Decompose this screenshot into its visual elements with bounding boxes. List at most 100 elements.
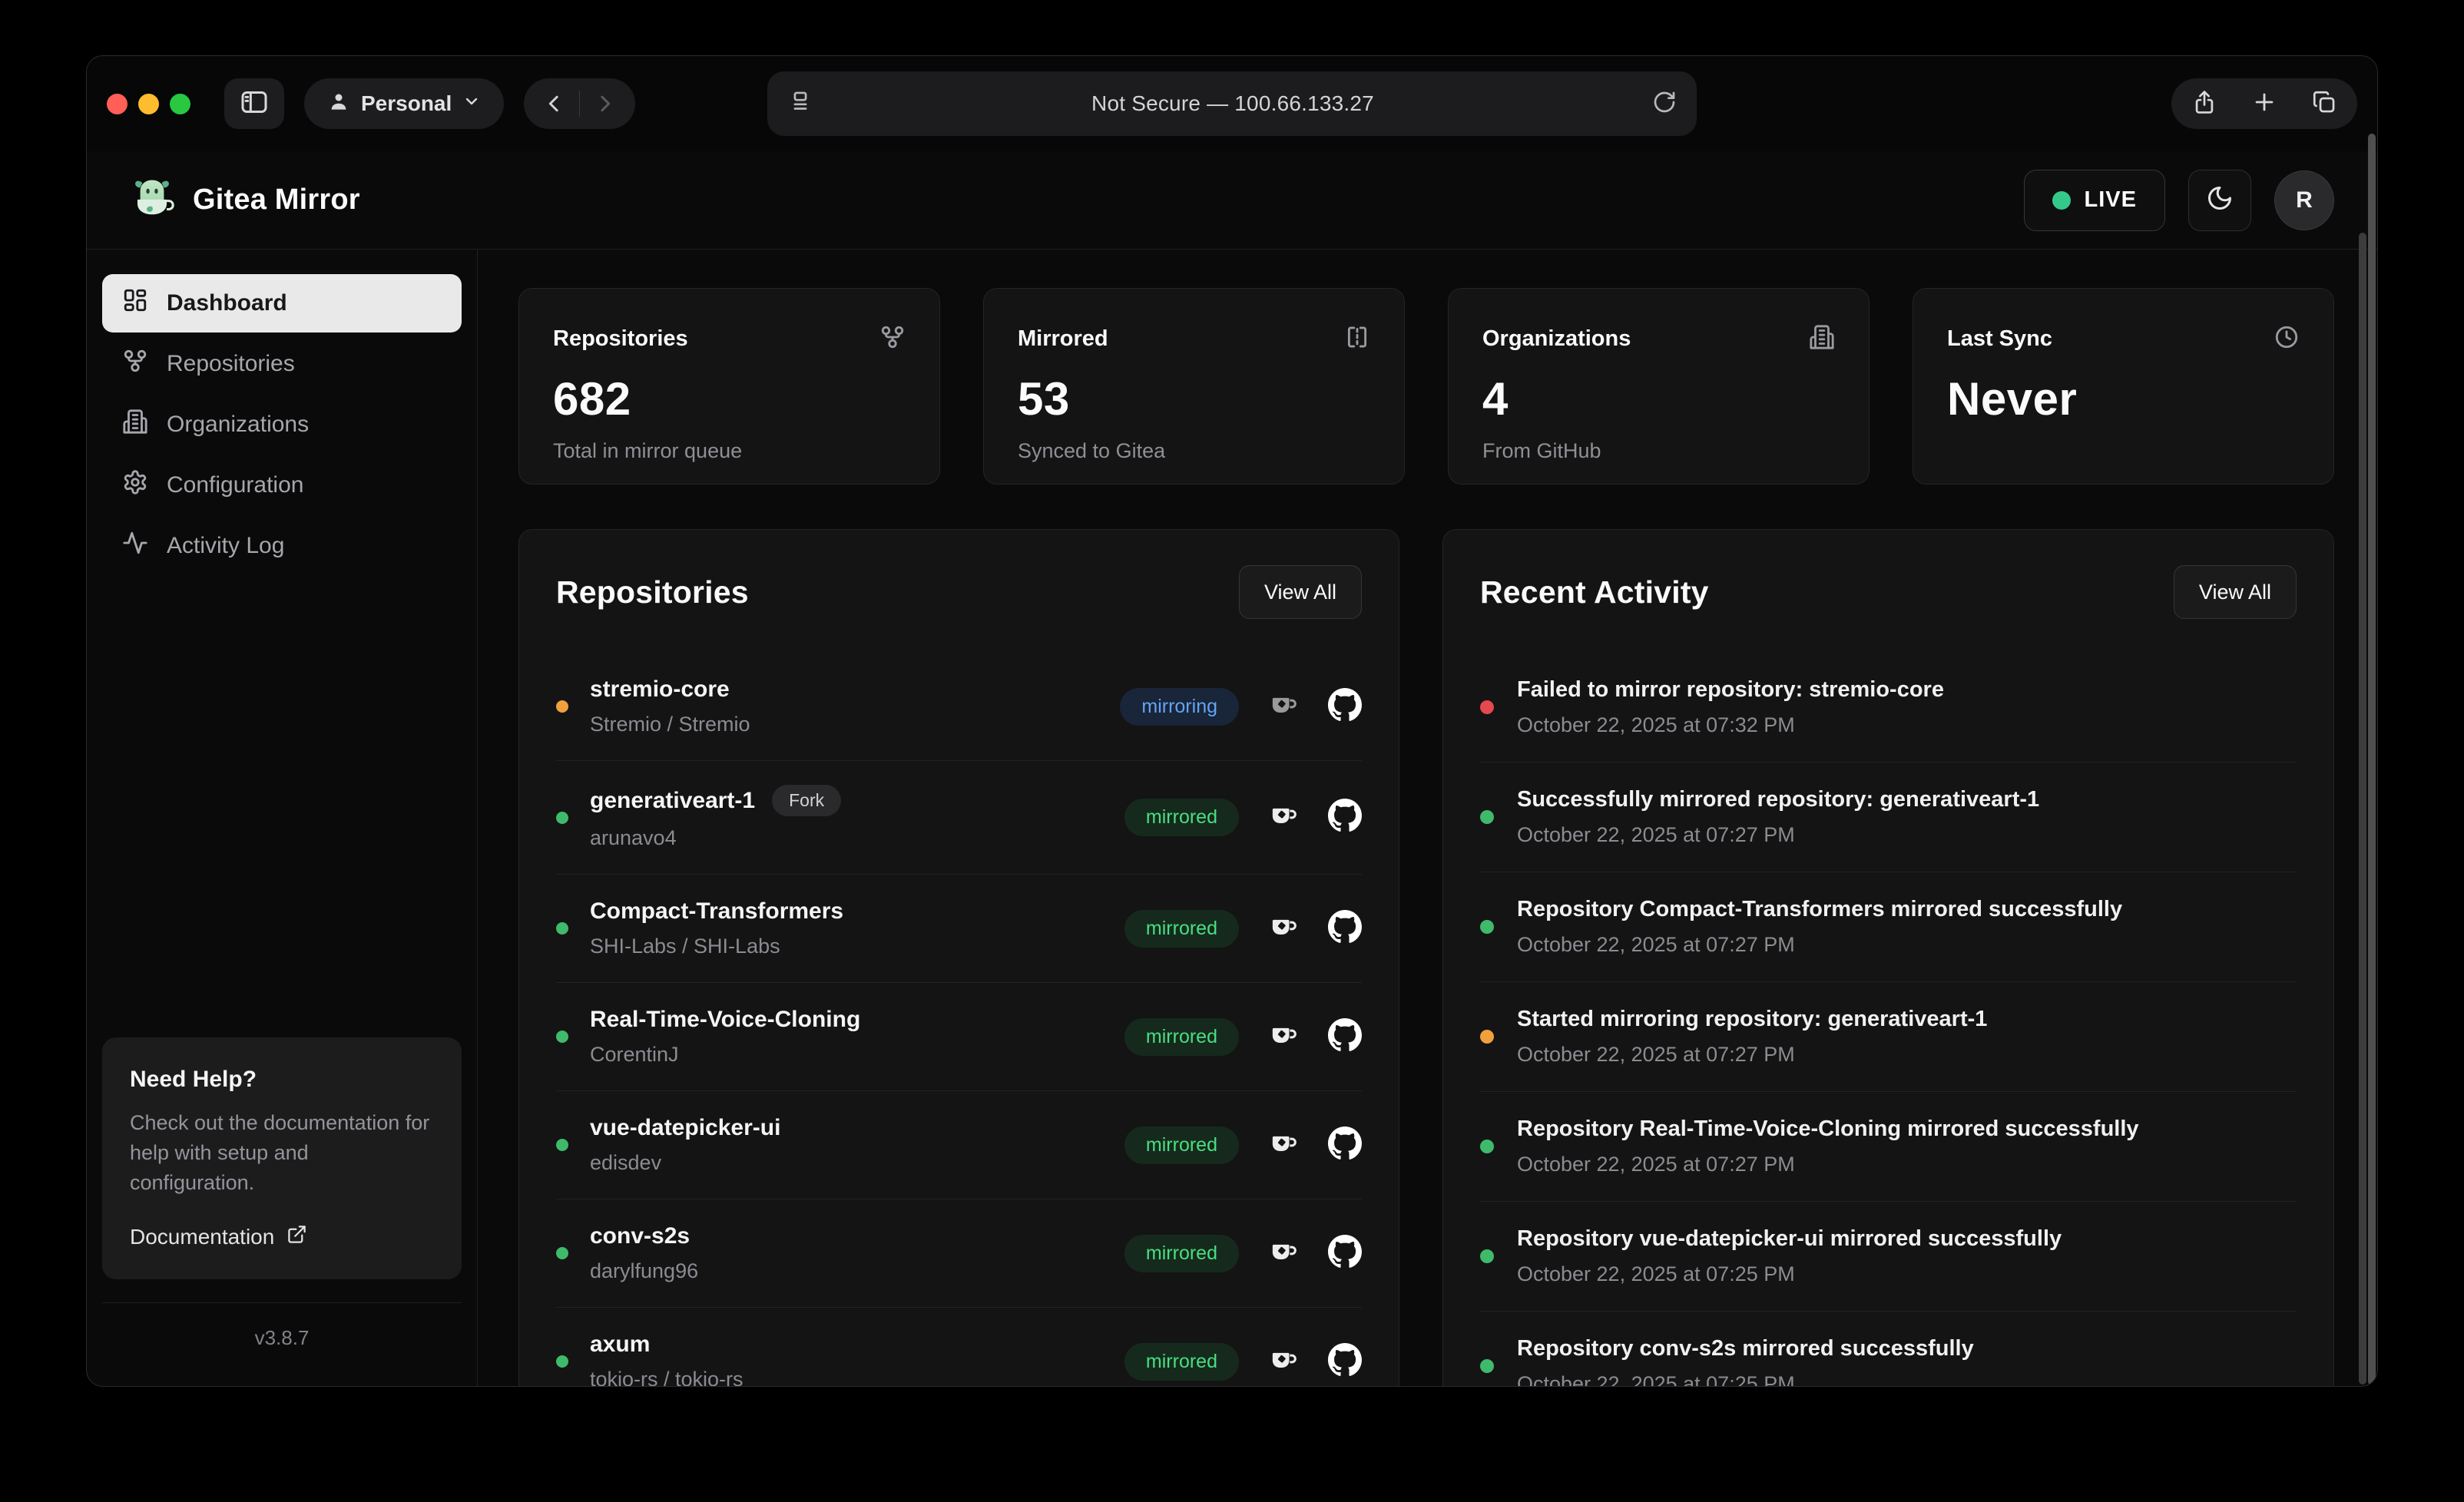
activity-item[interactable]: Repository Compact-Transformers mirrored…	[1480, 872, 2297, 982]
gitea-icon[interactable]	[1267, 1236, 1300, 1271]
reload-icon[interactable]	[1652, 90, 1677, 118]
close-button[interactable]	[107, 93, 128, 114]
tab-overview-icon[interactable]	[2311, 89, 2337, 119]
activity-item[interactable]: Repository conv-s2s mirrored successfull…	[1480, 1312, 2297, 1387]
browser-window: Personal	[86, 55, 2378, 1387]
gitea-icon[interactable]	[1267, 911, 1300, 946]
activity-item[interactable]: Failed to mirror repository: stremio-cor…	[1480, 653, 2297, 763]
profile-switcher[interactable]: Personal	[304, 78, 505, 129]
forward-button[interactable]	[580, 78, 629, 129]
status-dot-error	[1480, 700, 1494, 714]
documentation-link-label: Documentation	[130, 1225, 275, 1249]
sidebar-item-repositories[interactable]: Repositories	[102, 335, 462, 393]
minimize-button[interactable]	[138, 93, 159, 114]
activity-item[interactable]: Repository Real-Time-Voice-Cloning mirro…	[1480, 1092, 2297, 1202]
status-badge: mirrored	[1124, 1126, 1239, 1164]
avatar-initial: R	[2296, 187, 2313, 213]
stat-label: Last Sync	[1947, 326, 2052, 351]
activity-item[interactable]: Successfully mirrored repository: genera…	[1480, 763, 2297, 872]
clock-icon	[2274, 324, 2300, 354]
live-label: LIVE	[2084, 187, 2137, 212]
stat-subtitle: Total in mirror queue	[553, 439, 743, 462]
status-dot-success	[1480, 1249, 1494, 1263]
repo-row[interactable]: Real-Time-Voice-Cloning CorentinJ mirror…	[556, 983, 1362, 1091]
view-all-repositories-button[interactable]: View All	[1238, 565, 1362, 619]
repo-owner: CorentinJ	[590, 1043, 679, 1066]
repo-row[interactable]: stremio-core Stremio / Stremio mirroring	[556, 653, 1362, 761]
sidebar-toggle-button[interactable]	[224, 78, 284, 129]
repo-row[interactable]: generativeart-1 Fork arunavo4 mirrored	[556, 761, 1362, 875]
stat-subtitle: Synced to Gitea	[1018, 439, 1166, 462]
page-scrollbar[interactable]	[2368, 134, 2376, 1385]
moon-icon	[2206, 184, 2234, 216]
activity-time: October 22, 2025 at 07:25 PM	[1517, 1372, 1795, 1387]
sidebar-item-configuration[interactable]: Configuration	[102, 456, 462, 514]
app-title: Gitea Mirror	[193, 184, 360, 216]
gitea-icon[interactable]	[1267, 690, 1300, 724]
user-avatar[interactable]: R	[2274, 170, 2334, 230]
view-all-activity-button[interactable]: View All	[2173, 565, 2297, 619]
repo-owner: edisdev	[590, 1151, 662, 1174]
gitea-icon[interactable]	[1267, 800, 1300, 835]
gitea-icon[interactable]	[1267, 1345, 1300, 1379]
new-tab-icon[interactable]	[2251, 89, 2277, 119]
sidebar-item-label: Organizations	[167, 412, 310, 437]
live-status-button[interactable]: LIVE	[2023, 169, 2165, 231]
activity-time: October 22, 2025 at 07:32 PM	[1517, 713, 1795, 736]
activity-text: Repository vue-datepicker-ui mirrored su…	[1517, 1226, 2062, 1251]
status-badge: mirrored	[1124, 799, 1239, 836]
status-dot-success	[1480, 920, 1494, 934]
status-dot-mirrored	[556, 811, 568, 824]
sidebar: Dashboard Repositories O	[87, 250, 478, 1386]
repo-owner: arunavo4	[590, 826, 677, 849]
gear-icon	[122, 469, 148, 501]
zoom-button[interactable]	[170, 93, 190, 114]
status-badge: mirrored	[1124, 1342, 1239, 1381]
activity-item[interactable]: Started mirroring repository: generative…	[1480, 982, 2297, 1092]
fork-badge: Fork	[772, 785, 842, 816]
chevron-down-icon	[462, 91, 481, 116]
github-icon[interactable]	[1328, 799, 1362, 836]
sidebar-item-activity-log[interactable]: Activity Log	[102, 517, 462, 575]
gitea-icon[interactable]	[1267, 1128, 1300, 1163]
browser-chrome: Personal	[87, 56, 2377, 151]
stat-label: Organizations	[1482, 326, 1631, 351]
stat-card-last-sync: Last Sync Never	[1913, 288, 2334, 485]
content-scrollbar[interactable]	[2359, 233, 2366, 1385]
documentation-link[interactable]: Documentation	[130, 1224, 434, 1250]
repo-row[interactable]: vue-datepicker-ui edisdev mirrored	[556, 1091, 1362, 1199]
share-icon[interactable]	[2191, 89, 2217, 119]
dashboard-icon	[122, 287, 148, 319]
repo-row[interactable]: Compact-Transformers SHI-Labs / SHI-Labs…	[556, 875, 1362, 983]
github-icon[interactable]	[1328, 687, 1362, 726]
gitea-icon[interactable]	[1267, 1020, 1300, 1054]
github-icon[interactable]	[1328, 1017, 1362, 1056]
stat-subtitle: From GitHub	[1482, 439, 1601, 462]
github-icon[interactable]	[1328, 1126, 1362, 1164]
repo-owner: tokio-rs / tokio-rs	[590, 1368, 744, 1387]
repo-name: stremio-core	[590, 677, 730, 702]
github-icon[interactable]	[1328, 909, 1362, 948]
activity-time: October 22, 2025 at 07:27 PM	[1517, 1043, 1795, 1066]
activity-time: October 22, 2025 at 07:27 PM	[1517, 823, 1795, 846]
theme-toggle-button[interactable]	[2188, 169, 2251, 231]
repositories-panel: Repositories View All stremio-core Strem…	[518, 529, 1399, 1387]
github-icon[interactable]	[1328, 1342, 1362, 1381]
address-bar[interactable]: Not Secure — 100.66.133.27	[767, 71, 1697, 136]
status-dot-mirrored	[556, 1247, 568, 1259]
github-icon[interactable]	[1328, 1234, 1362, 1272]
sidebar-item-organizations[interactable]: Organizations	[102, 395, 462, 454]
stat-value: Never	[1947, 373, 2078, 425]
need-help-title: Need Help?	[130, 1066, 257, 1092]
repo-owner: Stremio / Stremio	[590, 713, 750, 736]
repo-row[interactable]: conv-s2s darylfung96 mirrored	[556, 1199, 1362, 1308]
status-badge: mirrored	[1124, 1017, 1239, 1056]
back-button[interactable]	[530, 78, 579, 129]
reader-icon[interactable]	[787, 89, 813, 119]
repo-row[interactable]: axum tokio-rs / tokio-rs mirrored	[556, 1308, 1362, 1387]
sidebar-item-dashboard[interactable]: Dashboard	[102, 274, 462, 332]
sidebar-item-label: Repositories	[167, 351, 295, 376]
activity-text: Repository Compact-Transformers mirrored…	[1517, 897, 2123, 921]
activity-item[interactable]: Repository vue-datepicker-ui mirrored su…	[1480, 1202, 2297, 1312]
repo-name: generativeart-1	[590, 787, 756, 813]
